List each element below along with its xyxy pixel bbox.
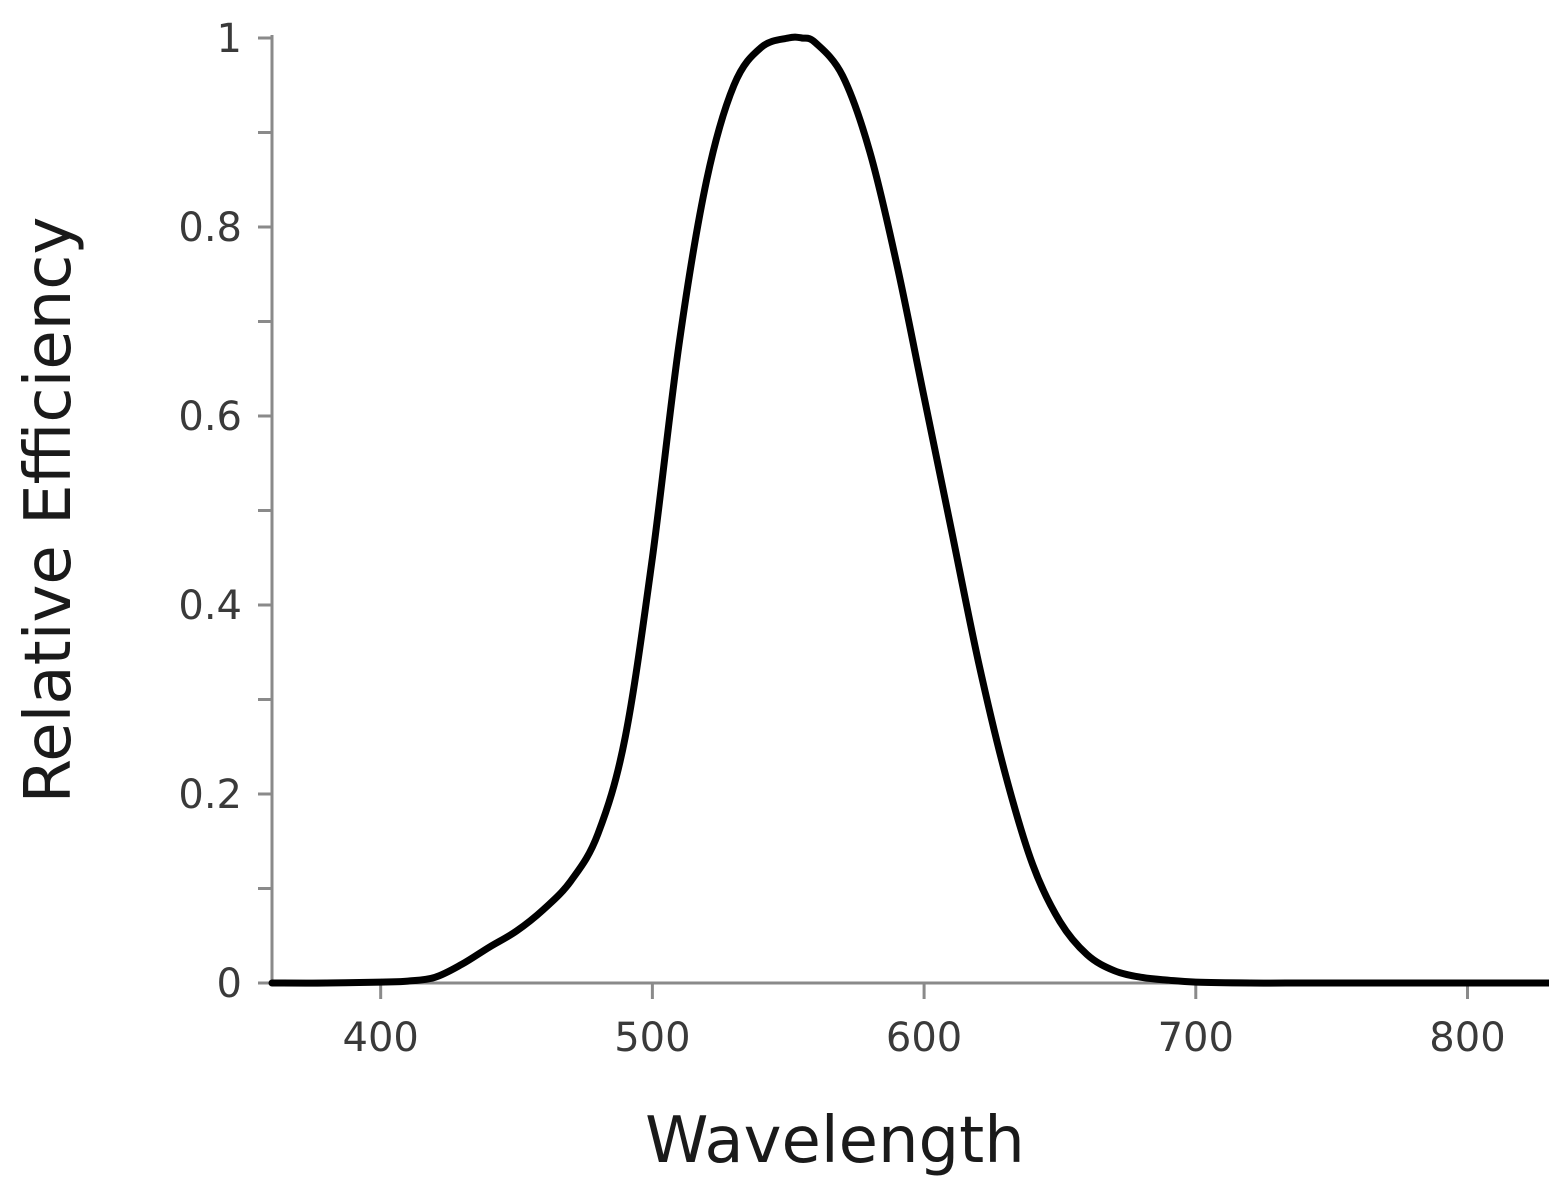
x-tick-label: 700	[1158, 1015, 1234, 1061]
efficiency-curve	[268, 33, 1549, 987]
x-tick-label: 600	[886, 1015, 962, 1061]
y-tick-label: 1	[217, 16, 242, 62]
y-tick-label: 0.2	[178, 772, 242, 818]
y-tick-label: 0.6	[178, 394, 242, 440]
y-tick-label: 0	[217, 961, 242, 1007]
y-axis-title: Relative Efficiency	[12, 217, 86, 804]
y-tick-label: 0.8	[178, 205, 242, 251]
y-axis-ticks: 0 0.2 0.4 0.6 0.8 1	[178, 16, 272, 1007]
x-axis-title: Wavelength	[645, 1104, 1025, 1178]
x-axis-ticks: 400 500 600 700 800	[343, 983, 1506, 1061]
x-tick-label: 800	[1429, 1015, 1505, 1061]
y-tick-label: 0.4	[178, 583, 242, 629]
x-tick-label: 500	[614, 1015, 690, 1061]
x-tick-label: 400	[343, 1015, 419, 1061]
